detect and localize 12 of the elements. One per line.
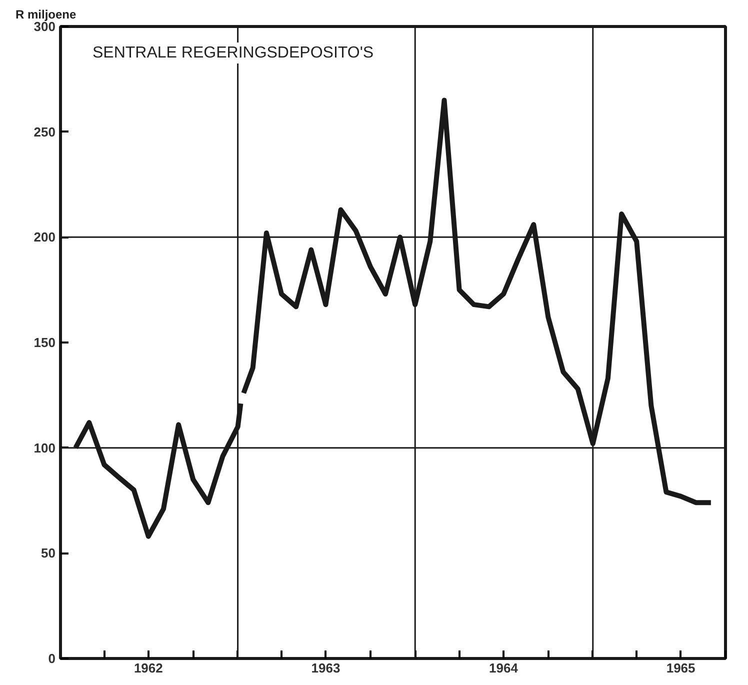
x-tick-label: 1965 [666, 660, 696, 676]
y-tick-label: 50 [41, 546, 56, 561]
x-tick-label: 1964 [489, 660, 519, 676]
y-tick-label: 0 [48, 651, 56, 666]
x-tick-label: 1963 [311, 660, 340, 676]
y-tick-label: 100 [34, 440, 56, 456]
text: SENTRALE REGERINGSDEPOSITO'S [92, 44, 374, 62]
y-tick-label: 250 [34, 124, 56, 140]
y-tick-label: 200 [34, 230, 56, 245]
y-tick-label: 150 [34, 335, 56, 350]
y-axis-title: R miljoene [16, 8, 77, 22]
x-tick-label: 1962 [134, 660, 163, 676]
